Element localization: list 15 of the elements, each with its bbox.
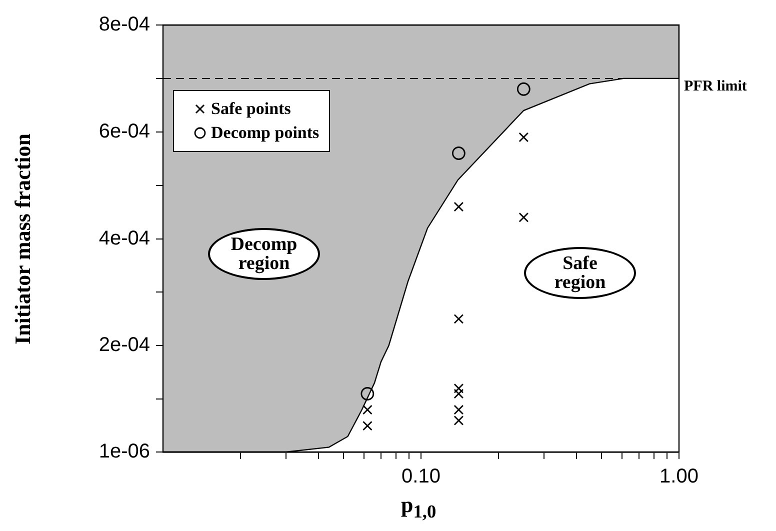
y-tick-label: 8e-04	[98, 14, 150, 36]
x-tick-label: 1.00	[660, 466, 698, 488]
legend-label: Safe points	[211, 99, 291, 119]
y-tick-label: 1e-06	[98, 440, 150, 463]
y-tick-label: 6e-04	[98, 120, 150, 142]
y-axis-title: Initiator mass fraction	[10, 132, 36, 344]
legend-label: Decomp points	[211, 123, 320, 143]
x-tick-label: 0.10	[402, 466, 440, 488]
ref-line-label: PFR limit	[684, 78, 747, 94]
y-tick-label: 2e-04	[98, 334, 150, 356]
oval-outline: Safe region	[524, 247, 636, 299]
x-axis-title: p$_{1,0}$	[401, 492, 436, 522]
y-tick-label: 4e-04	[98, 227, 150, 250]
annotation: Decomp region	[230, 234, 298, 274]
annotation: Safe region	[553, 253, 607, 293]
